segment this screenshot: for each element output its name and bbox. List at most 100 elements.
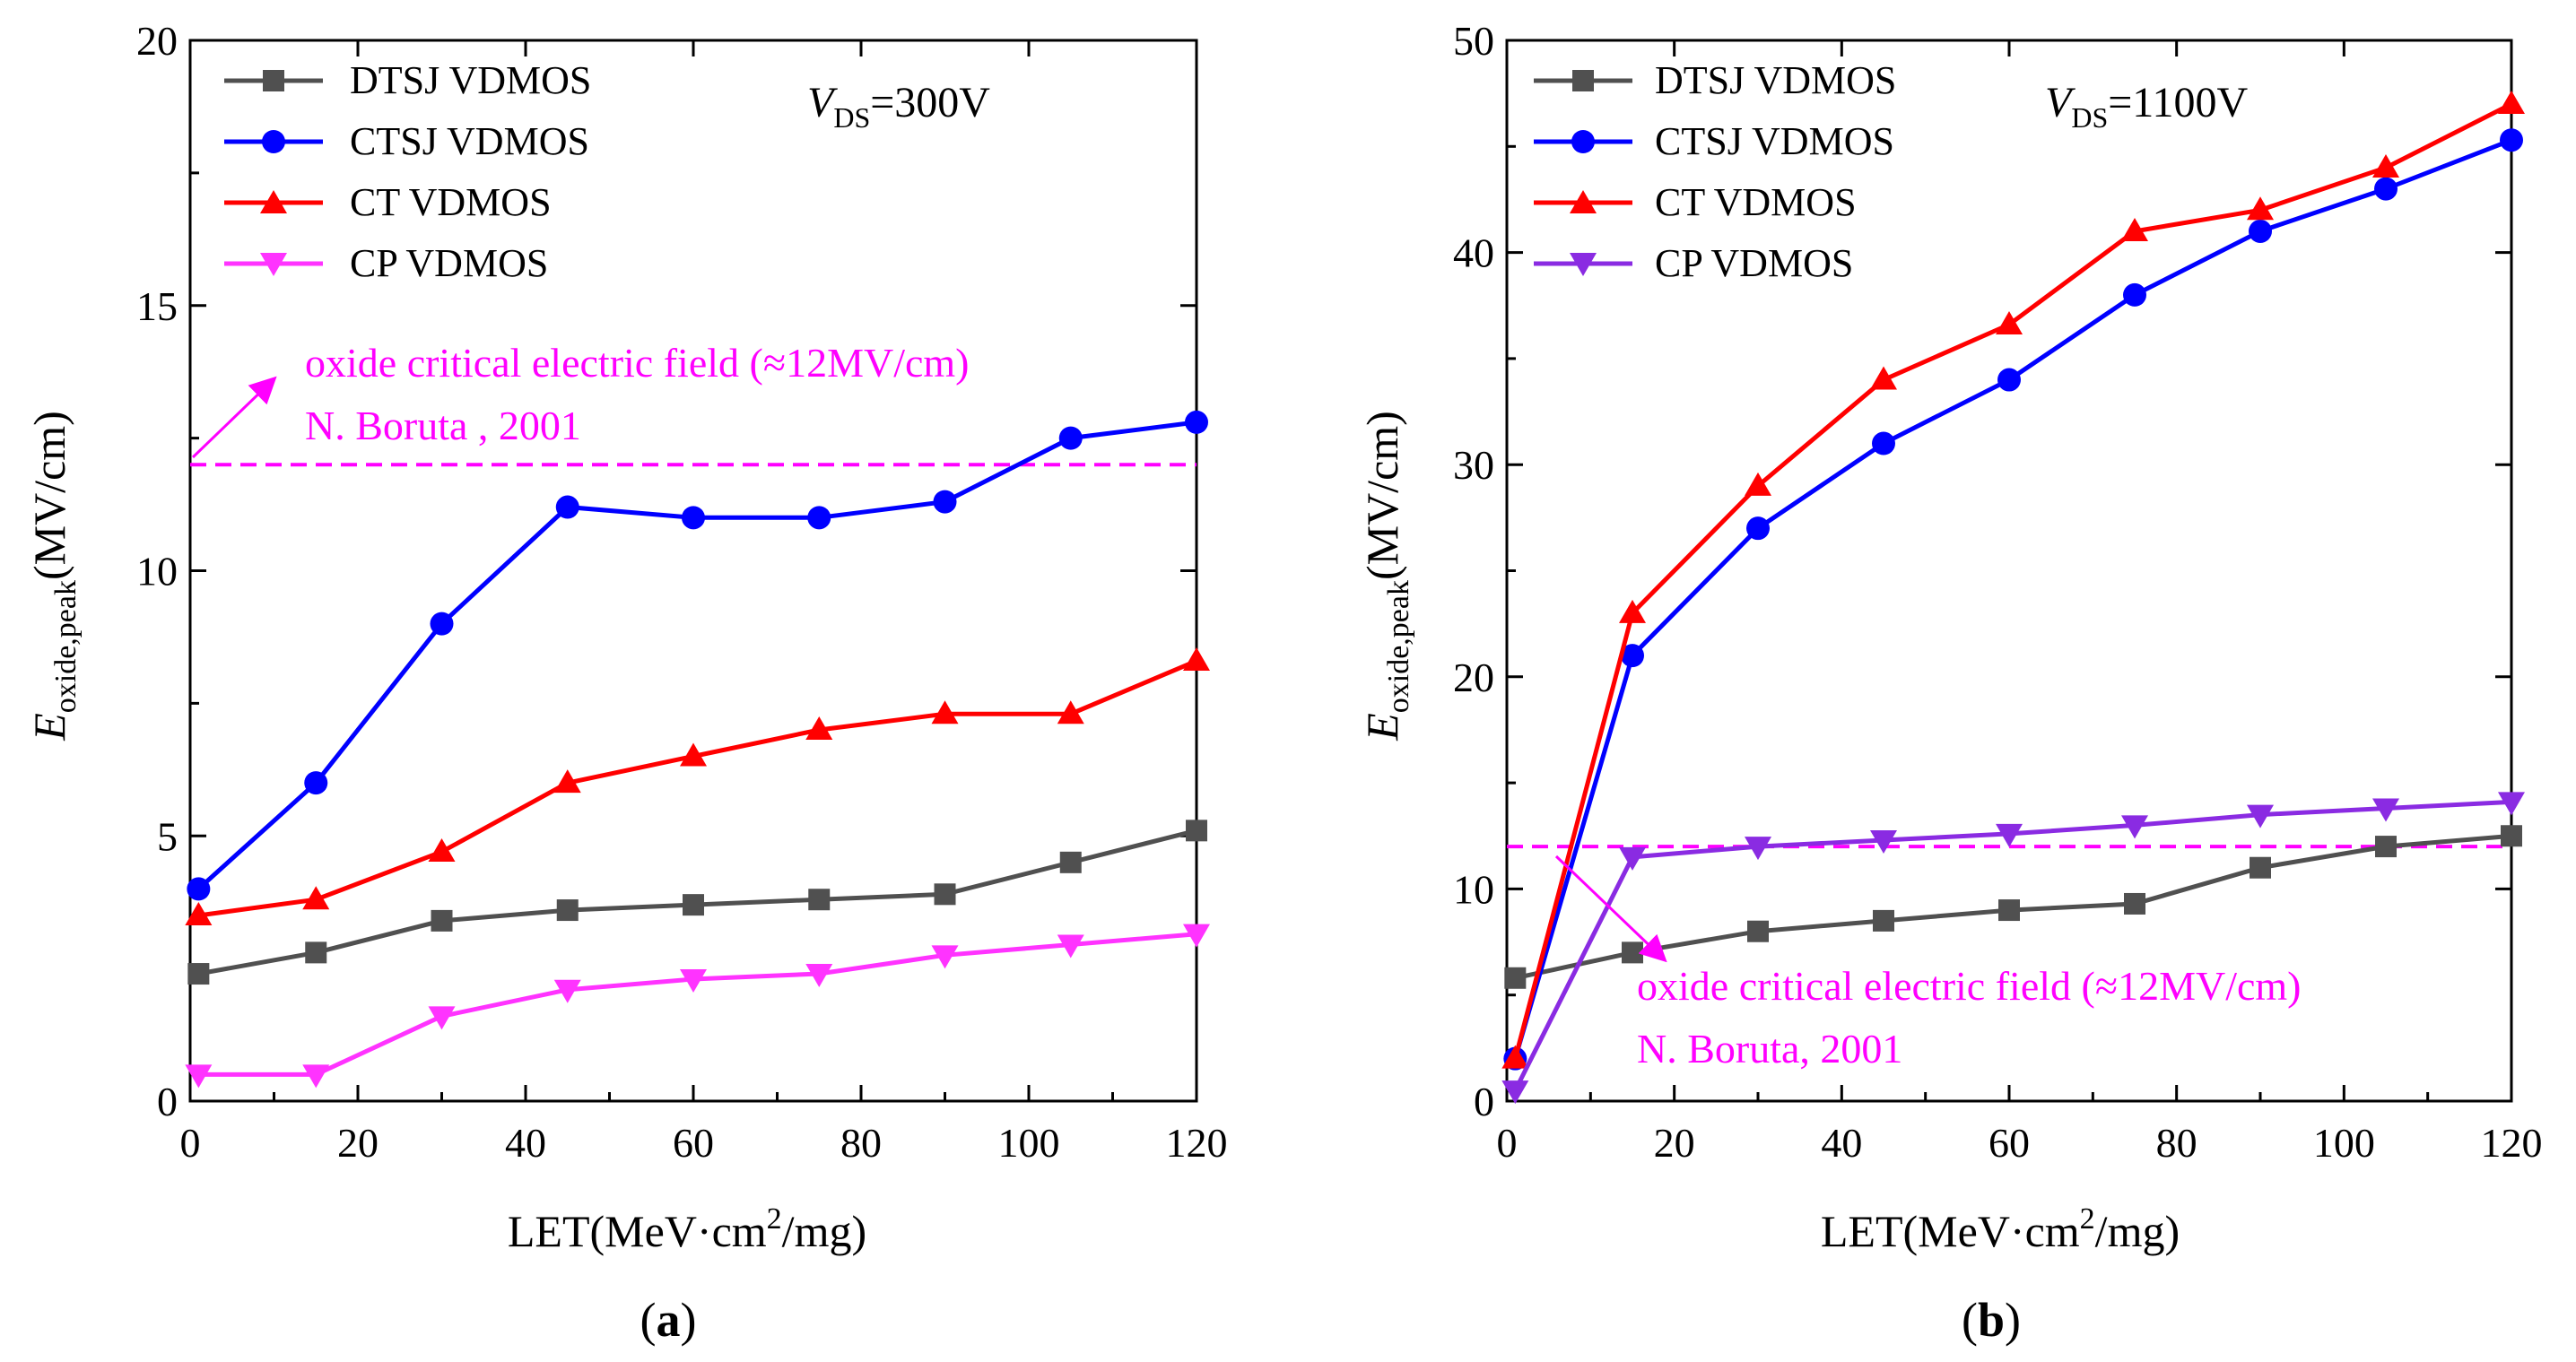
data-point-ctsj [1621, 644, 1644, 668]
series-line-ctsj [196, 420, 1197, 891]
panel-a-gridlines-and-axes: 0 20 40 60 80 100 120 0 5 10 15 20 [136, 18, 1228, 1166]
data-point-ctsj [2249, 219, 2272, 243]
x-tick-label: 40 [1821, 1120, 1862, 1166]
panel-a-caption: (a) [640, 1293, 697, 1347]
legend-marker-cp [1570, 253, 1597, 276]
data-point-cp [1996, 823, 2023, 847]
data-point-dtsj [556, 899, 579, 922]
data-point-cp [2247, 804, 2274, 828]
data-point-dtsj [2375, 836, 2397, 858]
data-point-ctsj [187, 877, 211, 901]
data-point-ct [1501, 1045, 1529, 1069]
data-point-ct [1996, 311, 2023, 335]
data-point-dtsj [1998, 899, 2020, 922]
panel-a-series [185, 410, 1210, 1089]
data-point-dtsj [1873, 909, 1894, 932]
panel-b-caption: (b) [1962, 1293, 2021, 1347]
data-point-ct [1183, 647, 1210, 672]
y-tick-label: 40 [1453, 230, 1494, 276]
data-point-dtsj [187, 963, 210, 985]
legend-label-dtsj: DTSJ VDMOS [1655, 58, 1896, 102]
x-tick-label: 120 [1166, 1120, 1228, 1166]
panel-a-ylabel: Eoxide,peak(MV/cm) [24, 411, 83, 742]
panel-b-xlabel: LET(MeV·cm2/mg) [1821, 1202, 2180, 1256]
data-point-ctsj [2500, 128, 2523, 152]
data-point-ct [1745, 472, 1771, 496]
x-tick-label: 20 [1654, 1120, 1695, 1166]
data-point-ct [2247, 196, 2274, 221]
legend-label-dtsj: DTSJ VDMOS [350, 58, 591, 102]
data-point-cp [2121, 815, 2148, 839]
panel-a-annotation-arrow [191, 376, 277, 459]
panel-a-legend: DTSJ VDMOS CTSJ VDMOS CT VDMOS CP VDMOS [224, 58, 591, 285]
panel-b-series [1501, 90, 2525, 1105]
data-point-dtsj [934, 883, 956, 906]
x-tick-label: 80 [2156, 1120, 2197, 1166]
legend-marker-ct [260, 190, 287, 213]
y-tick-label: 20 [136, 18, 178, 64]
panel-b-legend: DTSJ VDMOS CTSJ VDMOS CT VDMOS CP VDMOS [1534, 58, 1896, 285]
plot-frame [188, 39, 1198, 1103]
data-point-cp [1057, 934, 1084, 959]
data-point-ct [1057, 700, 1084, 724]
panel-a-annotation-line1: oxide critical electric field (≈12MV/cm) [305, 340, 970, 386]
panel-a-annotation-line2: N. Boruta , 2001 [305, 403, 581, 448]
legend-marker-dtsj [1572, 70, 1594, 91]
data-point-ctsj [430, 612, 454, 636]
data-point-dtsj [1059, 851, 1082, 873]
series-line-ct [197, 658, 1197, 918]
series-line-cp [198, 932, 1197, 1077]
data-point-ctsj [1872, 431, 1895, 455]
data-point-ct [428, 837, 456, 862]
panel-a-xlabel: LET(MeV·cm2/mg) [508, 1202, 866, 1256]
x-tick-label: 80 [840, 1120, 882, 1166]
data-point-ctsj [2123, 282, 2146, 307]
y-tick-label: 30 [1453, 442, 1494, 488]
panel-b-ylabel: Eoxide,peak(MV/cm) [1357, 411, 1415, 742]
legend-label-ct: CT VDMOS [350, 180, 552, 224]
legend-marker-ctsj [262, 130, 285, 153]
data-point-cp [931, 945, 959, 969]
data-point-cp [428, 1006, 456, 1030]
legend-marker-cp [260, 253, 287, 276]
data-point-ct [931, 700, 959, 724]
y-tick-label: 15 [136, 283, 178, 329]
legend-label-cp: CP VDMOS [350, 241, 548, 285]
data-point-ct [1619, 599, 1646, 623]
data-point-cp [1745, 837, 1771, 861]
data-point-cp [805, 964, 833, 988]
data-point-cp [1619, 846, 1646, 871]
y-tick-label: 50 [1453, 18, 1494, 64]
data-point-ct [680, 742, 707, 767]
y-tick-label: 0 [1474, 1079, 1494, 1124]
data-point-dtsj [1504, 967, 1527, 989]
data-point-ct [2498, 90, 2525, 114]
data-point-dtsj [2501, 825, 2522, 847]
data-point-ct [2121, 217, 2148, 241]
data-point-ctsj [304, 771, 328, 795]
legend-marker-ct [1570, 190, 1597, 213]
data-point-ctsj [933, 490, 957, 514]
data-point-ctsj [1058, 426, 1083, 450]
y-tick-label: 20 [1453, 655, 1494, 700]
panel-b-annotation-line1: oxide critical electric field (≈12MV/cm) [1637, 963, 2302, 1009]
data-point-ctsj [1746, 516, 1770, 541]
panel-b-vds-label: VDS=1100V [2045, 79, 2249, 134]
x-tick-label: 40 [505, 1120, 546, 1166]
y-tick-label: 10 [1453, 866, 1494, 912]
panel-b: 0 20 40 60 80 100 120 0 10 20 30 40 50 DTSJ VDMOS CT… [1357, 18, 2543, 1347]
data-point-ctsj [1997, 368, 2021, 392]
data-point-dtsj [1186, 820, 1207, 842]
data-point-cp [680, 968, 707, 993]
data-point-ctsj [2374, 177, 2398, 201]
legend-label-ctsj: CTSJ VDMOS [350, 119, 589, 163]
data-point-ctsj [807, 506, 831, 530]
data-point-cp [302, 1064, 330, 1089]
data-point-dtsj [683, 894, 704, 916]
data-point-cp [1870, 829, 1897, 854]
data-point-cp [2372, 798, 2399, 822]
data-point-dtsj [1622, 941, 1643, 964]
legend-marker-ctsj [1571, 130, 1595, 153]
data-point-cp [185, 1064, 213, 1089]
